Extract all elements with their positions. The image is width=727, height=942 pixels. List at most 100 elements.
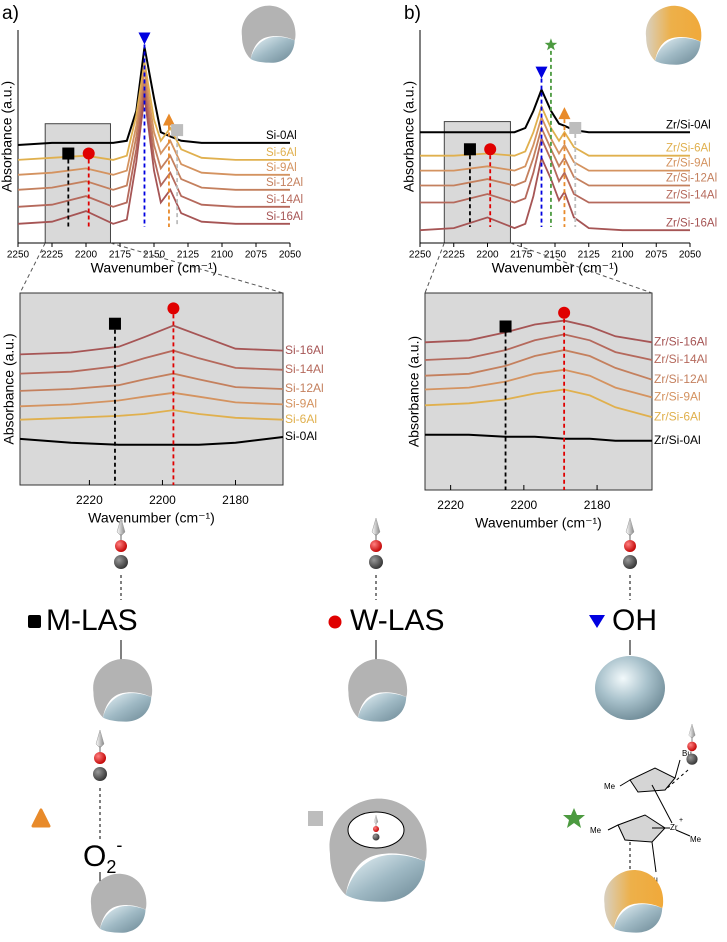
spectrum	[419, 154, 690, 232]
series-label: Zr/Si-9Al	[654, 390, 701, 404]
spectrum	[420, 86, 690, 134]
x-tick-label: 2200	[149, 493, 176, 507]
oxide-base: O	[83, 840, 106, 873]
series-label: Zr/Si-9Al	[666, 158, 711, 170]
silica-particle	[93, 658, 153, 722]
x-tick-label: 2150	[143, 250, 166, 261]
site-label: OH	[612, 604, 657, 637]
site-row	[99, 575, 689, 872]
series-label: Si-16Al	[285, 343, 324, 357]
y-axis-label: Absorbance (a.u.)	[406, 336, 422, 447]
x-tick-label: 2175	[109, 250, 132, 261]
panel-label: b)	[404, 3, 421, 24]
x-tick-label: 2075	[645, 250, 668, 261]
zoom-connector	[110, 242, 284, 294]
x-tick-label: 2220	[437, 498, 464, 512]
x-tick-label: 2180	[584, 498, 611, 512]
m-las-symbol	[28, 615, 41, 628]
x-tick-label: 2225	[41, 250, 64, 261]
marker-triangle-up	[558, 107, 571, 120]
zr-silica-icon	[645, 5, 702, 65]
marker-square	[171, 124, 184, 137]
marker-circle	[558, 306, 571, 319]
silica-particle	[348, 658, 408, 722]
spectrum	[17, 46, 290, 146]
oh-symbol	[589, 615, 605, 628]
x-tick-label: 2220	[76, 493, 103, 507]
spectrum	[17, 95, 290, 225]
series-label: Si-12Al	[285, 381, 324, 395]
substituent: Bu	[682, 749, 692, 758]
series-label: Si-9Al	[266, 162, 297, 174]
y-axis-label: Absorbance (a.u.)	[0, 81, 15, 192]
spectrum	[424, 319, 653, 344]
spectrum	[420, 114, 690, 172]
zirconocene	[607, 759, 691, 873]
spectrum	[425, 433, 652, 442]
x-tick-label: 2125	[578, 250, 601, 261]
co-molecule	[685, 724, 699, 766]
x-tick-label: 2075	[245, 250, 268, 261]
series-label: Zr/Si-14Al	[654, 352, 707, 366]
charge: +	[679, 817, 683, 824]
x-tick-label: 2225	[443, 250, 466, 261]
x-tick-label: 2175	[510, 250, 533, 261]
panel-label: a)	[2, 3, 19, 24]
x-axis-label: Wavenumber (cm⁻¹)	[91, 260, 218, 276]
o2-symbol	[31, 808, 51, 828]
x-tick-label: 2150	[544, 250, 567, 261]
series-label: Si-14Al	[266, 194, 303, 206]
marker-square	[62, 147, 75, 160]
series-label: Zr/Si-16Al	[654, 334, 707, 348]
series-label: Si-6Al	[285, 412, 317, 426]
spectrum	[420, 125, 690, 187]
oxide-sup: -	[116, 835, 122, 855]
zr-silica-particle	[604, 869, 664, 933]
x-tick-label: 2050	[279, 250, 302, 261]
series-label: Zr/Si-12Al	[654, 372, 707, 386]
spectrum	[19, 349, 284, 375]
spectrum	[17, 87, 290, 208]
x-tick-label: 2250	[7, 250, 30, 261]
x-tick-label: 2100	[211, 250, 234, 261]
substituent: Me	[590, 826, 602, 835]
zoom-connector	[424, 242, 445, 294]
spectrum	[19, 436, 284, 446]
spectrum	[19, 324, 284, 356]
w-las-symbol	[328, 615, 342, 629]
x-tick-label: 2050	[679, 250, 702, 261]
x-tick-label: 2180	[222, 493, 249, 507]
x-tick-label: 2125	[177, 250, 200, 261]
spectrum	[424, 333, 653, 361]
y-axis-label: Absorbance (a.u.)	[1, 333, 17, 444]
marker-circle	[82, 147, 95, 160]
x-tick-label: 2200	[511, 498, 538, 512]
spectrum	[17, 70, 290, 176]
spectrum	[19, 372, 284, 392]
series-label: Zr/Si-6Al	[666, 143, 711, 155]
dashed-bond	[664, 769, 689, 791]
gray-square-symbol	[308, 811, 323, 826]
marker-circle	[167, 302, 180, 315]
marker-triangle-up	[162, 113, 175, 126]
marker-square	[569, 121, 582, 134]
marker-square	[108, 317, 121, 330]
marker-star	[544, 38, 558, 51]
series-label: Si-0Al	[266, 130, 297, 142]
x-tick-label: 2100	[611, 250, 634, 261]
series-label: Zr/Si-14Al	[666, 190, 717, 202]
silica-icon	[241, 5, 296, 63]
co-molecule	[622, 518, 638, 570]
spectrum	[424, 368, 653, 399]
oxide-label: O2-	[83, 835, 122, 877]
x-tick-label: 2200	[476, 250, 499, 261]
marker-triangle-down	[535, 66, 548, 79]
co-molecule	[92, 730, 108, 782]
x-tick-label: 2250	[409, 250, 432, 261]
series-label: Si-0Al	[285, 429, 317, 443]
inset-frame	[424, 292, 653, 491]
co-molecule	[368, 518, 384, 570]
x-axis-label: Wavenumber (cm⁻¹)	[475, 515, 602, 531]
substituent: Me	[690, 835, 702, 844]
